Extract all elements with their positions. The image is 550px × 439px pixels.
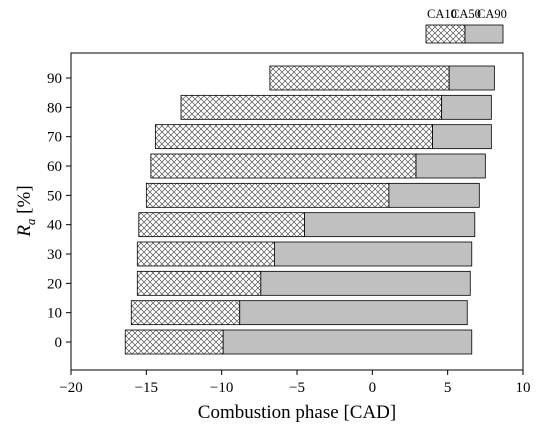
bar-ca50-ca90-90 bbox=[448, 65, 495, 91]
bar-ca10-ca50-80 bbox=[180, 94, 443, 120]
bar-ca50-ca90-40 bbox=[304, 212, 476, 238]
bar-ca50-ca90-50 bbox=[388, 182, 480, 208]
x-tick-label-1: −15 bbox=[135, 380, 158, 396]
bar-ca50-ca90-10 bbox=[239, 300, 468, 326]
y-tick-label-90: 90 bbox=[47, 71, 62, 87]
x-tick-label-5: 5 bbox=[444, 380, 452, 396]
bar-ca10-ca50-20 bbox=[136, 270, 262, 296]
y-tick-label-10: 10 bbox=[47, 306, 62, 322]
legend-swatch-hatched bbox=[425, 24, 466, 44]
legend-label-ca90: CA90 bbox=[477, 7, 507, 21]
bar-ca10-ca50-30 bbox=[136, 241, 275, 267]
bar-ca10-ca50-60 bbox=[150, 153, 417, 179]
bar-ca50-ca90-20 bbox=[260, 270, 471, 296]
y-axis-title: Ra [%] bbox=[14, 185, 38, 237]
x-axis: −20 −15 −10 −5 0 5 10 bbox=[59, 370, 531, 396]
legend-swatch-solid bbox=[464, 24, 504, 44]
x-tick-label-2: −10 bbox=[210, 380, 233, 396]
x-tick-label-4: 0 bbox=[369, 380, 377, 396]
bar-ca50-ca90-60 bbox=[415, 153, 486, 179]
bar-ca50-ca90-80 bbox=[441, 94, 492, 120]
x-tick-label-6: 10 bbox=[516, 380, 531, 396]
bar-ca10-ca50-0 bbox=[124, 329, 224, 355]
y-tick-label-20: 20 bbox=[47, 276, 62, 292]
bar-ca10-ca50-40 bbox=[138, 212, 305, 238]
bar-ca10-ca50-50 bbox=[145, 182, 390, 208]
y-tick-label-40: 40 bbox=[47, 218, 62, 234]
y-tick-label-30: 30 bbox=[47, 247, 62, 263]
y-tick-label-70: 70 bbox=[47, 130, 62, 146]
legend-label-ca50: CA50 bbox=[451, 7, 481, 21]
bar-ca50-ca90-0 bbox=[222, 329, 473, 355]
x-tick-label-3: −5 bbox=[289, 380, 305, 396]
bar-ca50-ca90-70 bbox=[432, 124, 492, 150]
bar-ca10-ca50-70 bbox=[154, 124, 433, 150]
legend-label-ca10: CA10 bbox=[427, 7, 457, 21]
y-tick-label-60: 60 bbox=[47, 159, 62, 175]
x-axis-title: Combustion phase [CAD] bbox=[198, 402, 396, 423]
y-axis-title-subscript: a bbox=[23, 218, 38, 225]
y-axis: 0 10 20 30 40 50 60 70 80 90 bbox=[47, 71, 71, 351]
bars-group bbox=[124, 65, 495, 355]
y-tick-label-50: 50 bbox=[47, 188, 62, 204]
bar-ca50-ca90-30 bbox=[273, 241, 473, 267]
bar-ca10-ca50-10 bbox=[130, 300, 241, 326]
x-tick-label-0: −20 bbox=[59, 380, 82, 396]
bar-ca10-ca50-90 bbox=[269, 65, 450, 91]
legend: CA10 CA50 CA90 bbox=[425, 7, 507, 44]
y-tick-label-0: 0 bbox=[55, 335, 63, 351]
y-tick-label-80: 80 bbox=[47, 100, 62, 116]
y-axis-title-symbol: R bbox=[14, 225, 35, 238]
y-axis-title-unit: [%] bbox=[14, 185, 35, 218]
